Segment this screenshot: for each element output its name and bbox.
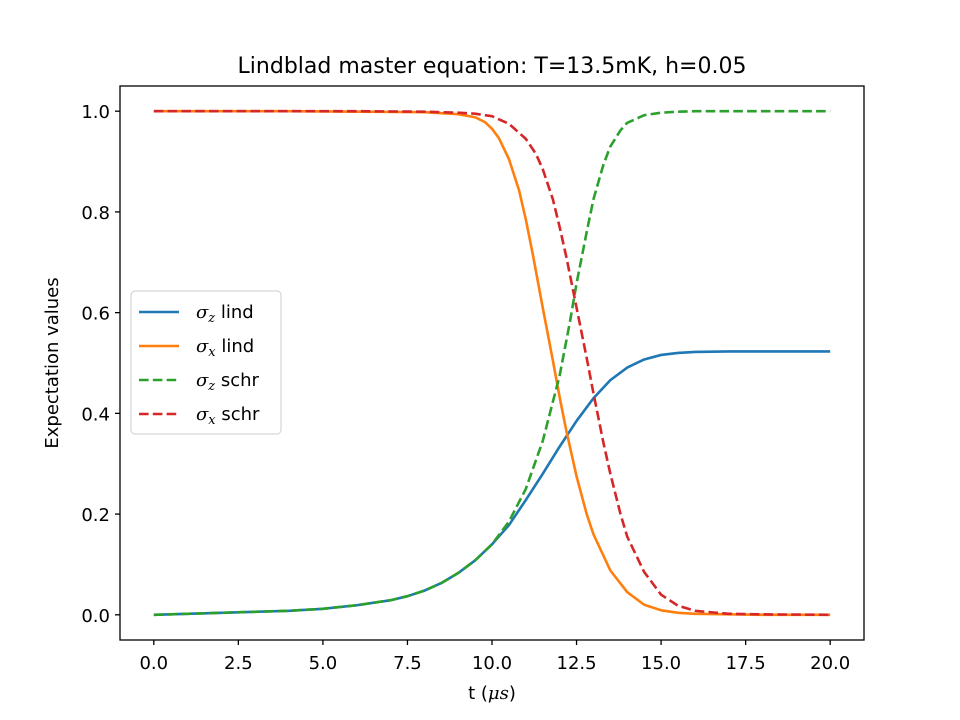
x-tick-label: 17.5: [726, 653, 766, 674]
series-line-4: [153, 109, 831, 617]
y-tick-label: 0.0: [81, 606, 110, 627]
x-tick-label: 15.0: [641, 653, 681, 674]
series-line-2: [153, 109, 831, 617]
legend: σz lind σx lind σz schr σx schr: [130, 290, 282, 435]
legend-box: [130, 290, 282, 435]
x-tick-label: 20.0: [810, 653, 850, 674]
y-axis-ticks: 0.0 0.2 0.4 0.6 0.8 1.0: [81, 102, 120, 627]
x-tick-label: 10.0: [472, 653, 512, 674]
legend-label-3: σz schr: [196, 370, 260, 394]
x-axis-ticks: 0.0 2.5 5.0 7.5 10.0 12.5 15.0 17.5 20.0: [139, 640, 850, 674]
y-tick-label: 0.4: [81, 404, 110, 425]
series-line-3: [153, 109, 831, 617]
x-tick-label: 5.0: [309, 653, 338, 674]
x-axis-label: t (μs): [468, 683, 516, 704]
legend-label-4: σx schr: [196, 404, 260, 428]
y-tick-label: 0.6: [81, 304, 110, 325]
chart-title: Lindblad master equation: T=13.5mK, h=0.…: [238, 54, 747, 79]
x-tick-label: 0.0: [139, 653, 168, 674]
y-tick-label: 1.0: [81, 102, 110, 123]
plot-frame: [119, 85, 865, 641]
x-tick-label: 2.5: [224, 653, 253, 674]
x-tick-label: 7.5: [393, 653, 422, 674]
legend-label-2: σx lind: [196, 336, 254, 360]
series-layer: [153, 109, 831, 617]
series-line-1: [153, 350, 831, 617]
legend-label-1: σz lind: [196, 302, 254, 326]
y-tick-label: 0.8: [81, 203, 110, 224]
y-axis-label: Expectation values: [42, 277, 63, 448]
x-tick-label: 12.5: [557, 653, 597, 674]
y-tick-label: 0.2: [81, 505, 110, 526]
